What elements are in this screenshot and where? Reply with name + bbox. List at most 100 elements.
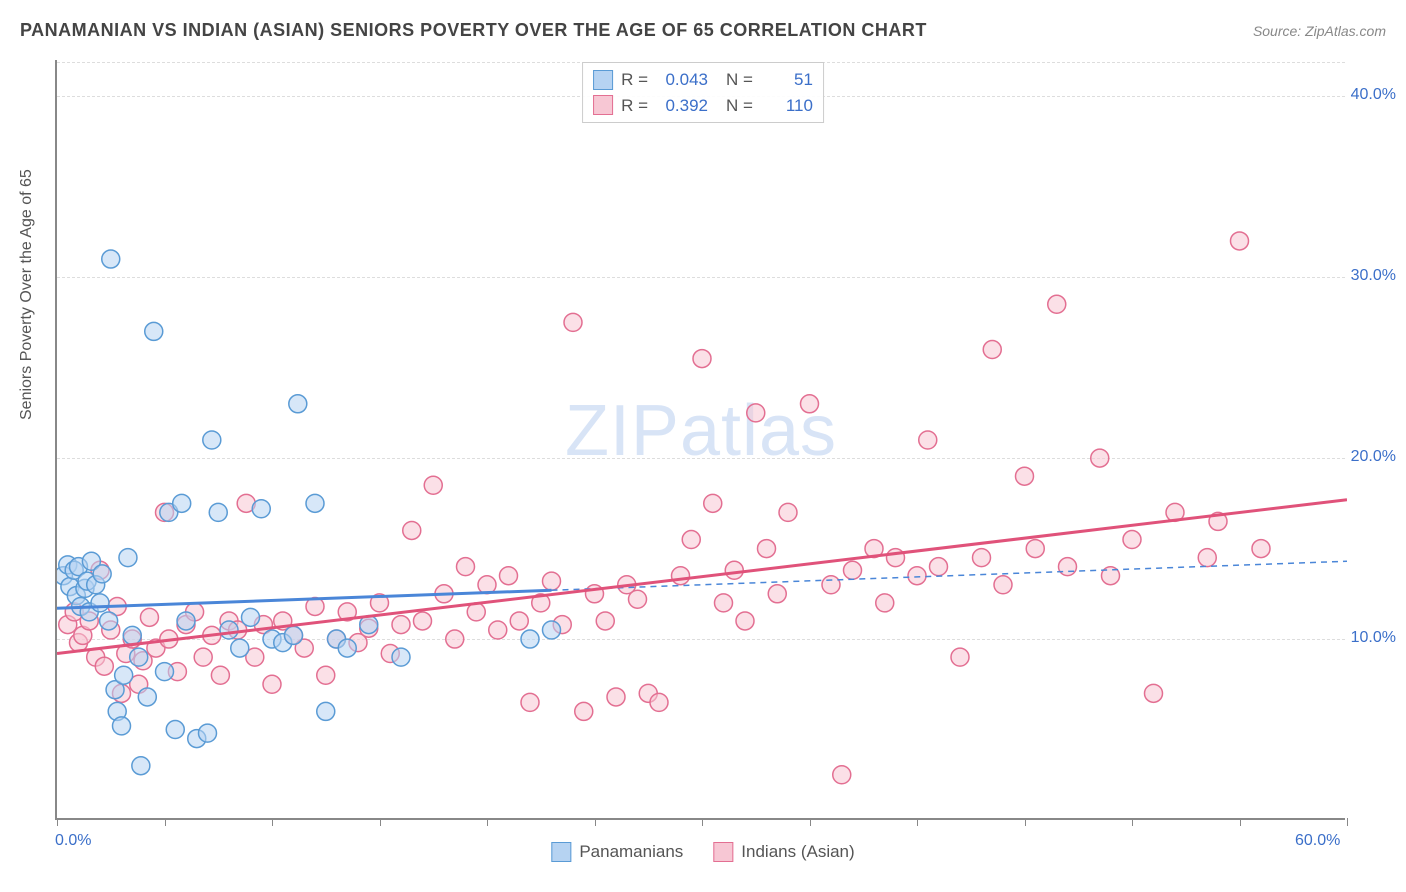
data-point [1252,540,1270,558]
x-tick-label: 60.0% [1295,832,1340,850]
data-point [317,702,335,720]
legend-r-value: 0.392 [656,93,708,119]
data-point [650,693,668,711]
data-point [209,503,227,521]
legend-n-value: 110 [761,93,813,119]
data-point [629,590,647,608]
chart-container: PANAMANIAN VS INDIAN (ASIAN) SENIORS POV… [0,0,1406,892]
data-point [1026,540,1044,558]
data-point [801,395,819,413]
trend-line [57,500,1347,654]
series-name: Indians (Asian) [741,842,854,862]
data-point [596,612,614,630]
source-label: Source: ZipAtlas.com [1253,23,1386,39]
data-point [392,648,410,666]
data-point [844,561,862,579]
data-point [263,675,281,693]
data-point [822,576,840,594]
data-point [392,616,410,634]
data-point [1123,531,1141,549]
legend-n-label: N = [726,67,753,93]
data-point [510,612,528,630]
data-point [521,693,539,711]
chart-title: PANAMANIAN VS INDIAN (ASIAN) SENIORS POV… [20,20,927,41]
data-point [1048,295,1066,313]
data-point [768,585,786,603]
data-point [908,567,926,585]
data-point [95,657,113,675]
data-point [231,639,249,657]
data-point [543,621,561,639]
data-point [317,666,335,684]
data-point [1016,467,1034,485]
data-point [306,494,324,512]
chart-svg [57,60,1347,820]
data-point [173,494,191,512]
data-point [682,531,700,549]
data-point [489,621,507,639]
data-point [1145,684,1163,702]
data-point [564,313,582,331]
legend-swatch [593,70,613,90]
data-point [414,612,432,630]
data-point [194,648,212,666]
data-point [994,576,1012,594]
data-point [747,404,765,422]
x-tick [1347,818,1348,826]
data-point [203,431,221,449]
y-tick-label: 30.0% [1351,267,1396,285]
y-axis-label: Seniors Poverty Over the Age of 65 [18,169,36,420]
data-point [951,648,969,666]
data-point [575,702,593,720]
legend-swatch [551,842,571,862]
stats-legend-row: R = 0.043 N = 51 [593,67,813,93]
series-legend: Panamanians Indians (Asian) [551,842,854,862]
data-point [100,612,118,630]
x-tick-label: 0.0% [55,832,91,850]
data-point [338,639,356,657]
data-point [91,594,109,612]
data-point [500,567,518,585]
legend-swatch [593,95,613,115]
legend-n-value: 51 [761,67,813,93]
legend-r-label: R = [621,67,648,93]
data-point [876,594,894,612]
data-point [242,608,260,626]
data-point [1059,558,1077,576]
data-point [285,626,303,644]
data-point [725,561,743,579]
data-point [211,666,229,684]
data-point [113,717,131,735]
data-point [736,612,754,630]
data-point [132,757,150,775]
data-point [123,626,141,644]
data-point [779,503,797,521]
stats-legend: R = 0.043 N = 51R =0.392N =110 [582,62,824,123]
legend-r-value: 0.043 [656,67,708,93]
data-point [1231,232,1249,250]
data-point [521,630,539,648]
data-point [973,549,991,567]
data-point [704,494,722,512]
data-point [983,341,1001,359]
data-point [140,608,158,626]
header: PANAMANIAN VS INDIAN (ASIAN) SENIORS POV… [20,20,1386,41]
data-point [199,724,217,742]
data-point [1198,549,1216,567]
data-point [919,431,937,449]
data-point [145,322,163,340]
series-legend-item: Panamanians [551,842,683,862]
data-point [1091,449,1109,467]
series-name: Panamanians [579,842,683,862]
data-point [115,666,133,684]
data-point [930,558,948,576]
data-point [424,476,442,494]
data-point [156,663,174,681]
data-point [446,630,464,648]
data-point [543,572,561,590]
data-point [289,395,307,413]
stats-legend-row: R =0.392N =110 [593,93,813,119]
data-point [166,721,184,739]
data-point [672,567,690,585]
data-point [102,250,120,268]
